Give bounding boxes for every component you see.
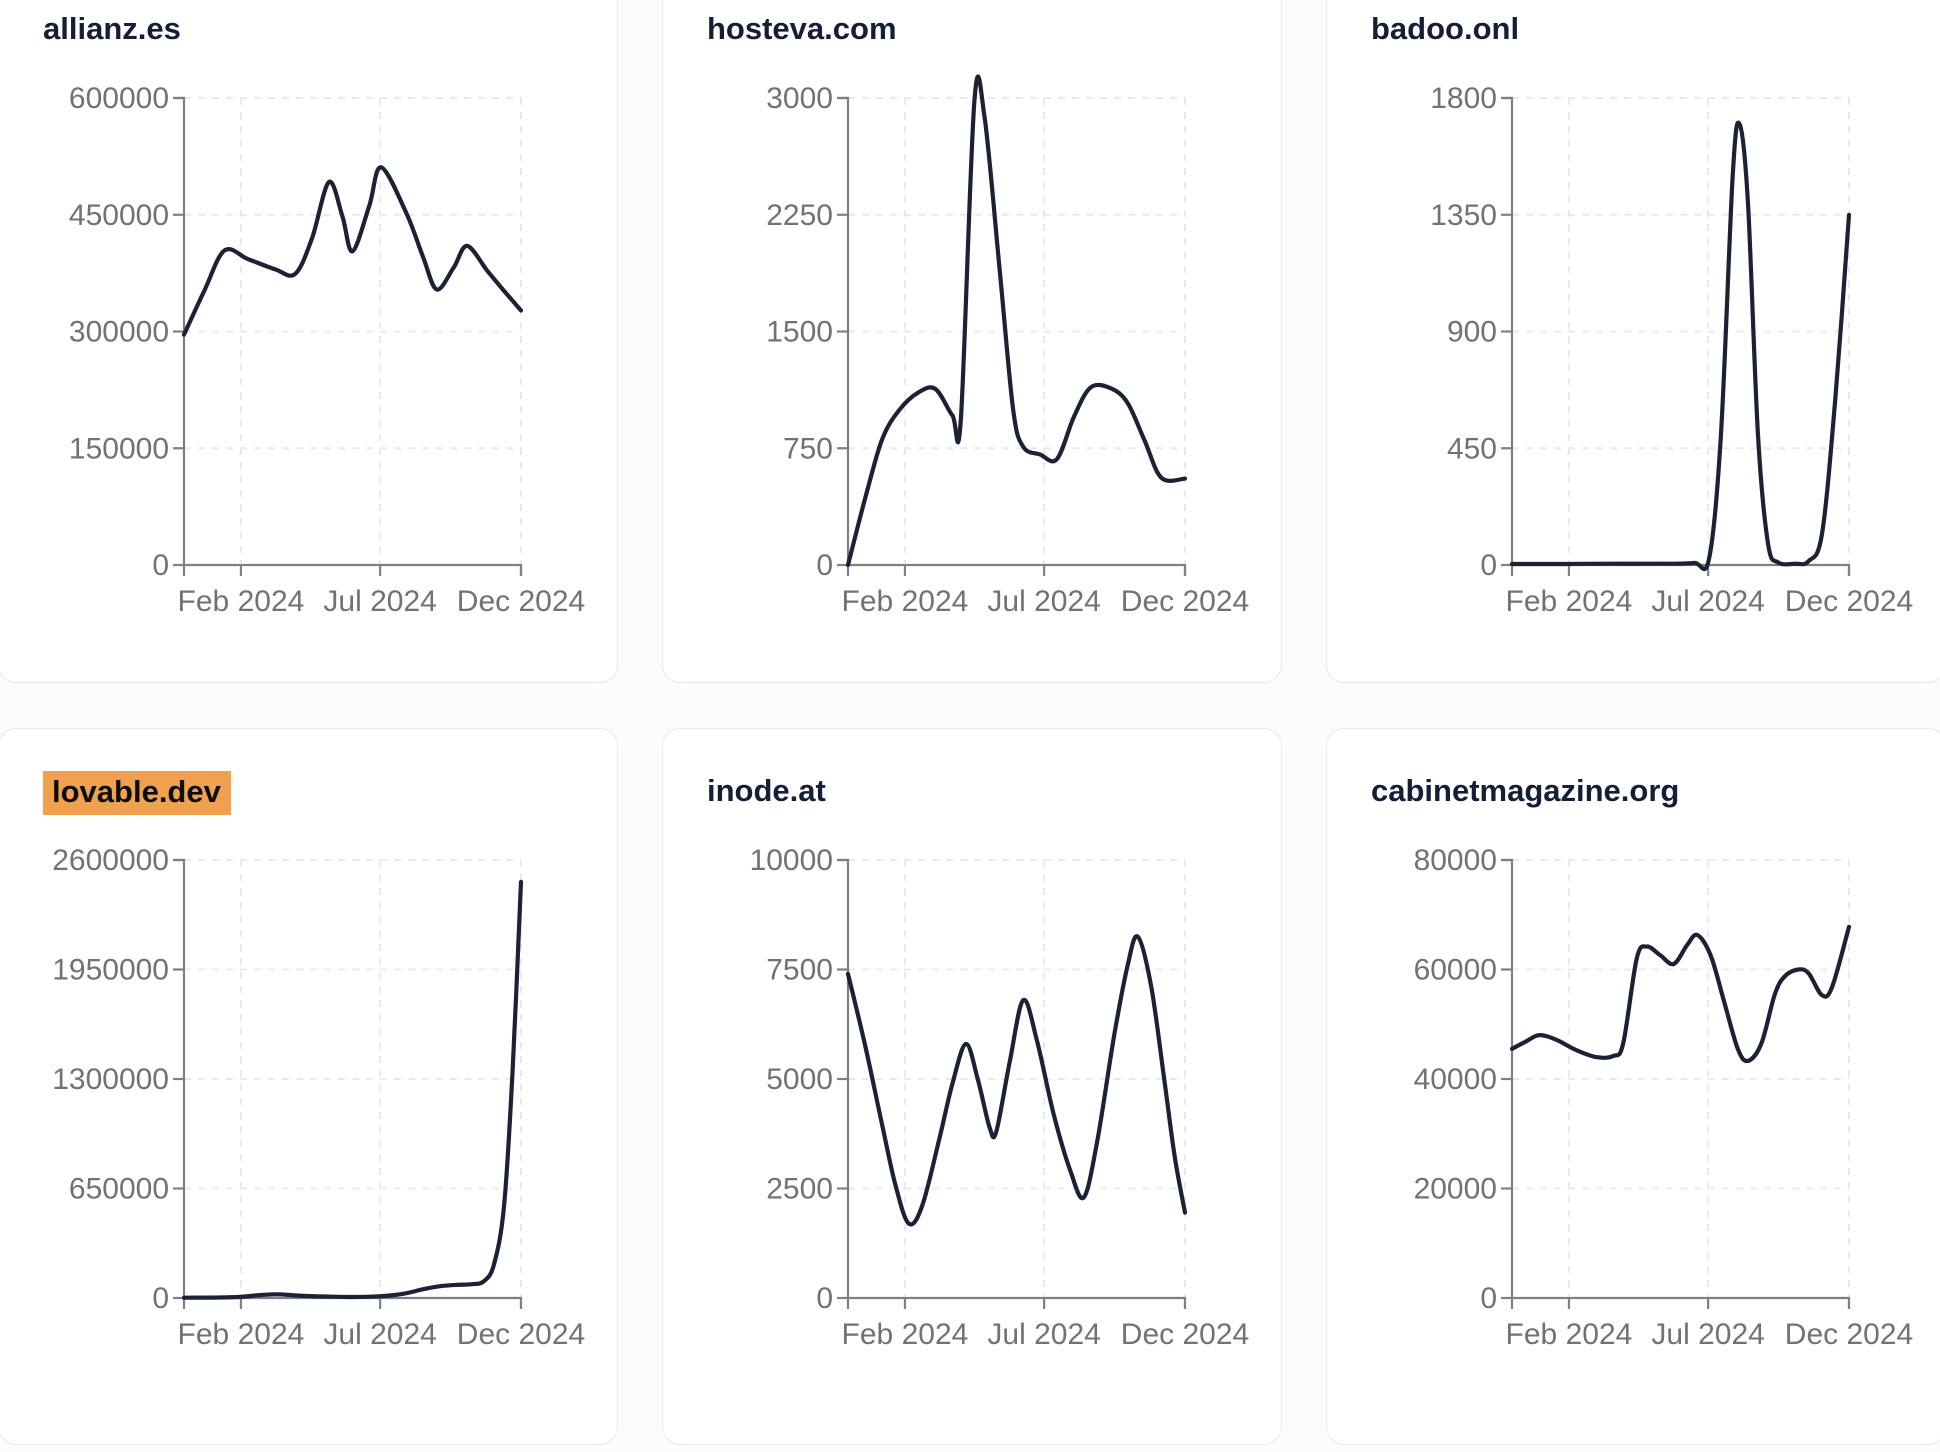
svg-text:20000: 20000 [1414,1173,1497,1206]
domain-label: allianz.es [43,11,181,46]
svg-text:Dec 2024: Dec 2024 [1785,585,1913,618]
domain-label-highlighted: lovable.dev [43,771,231,815]
svg-text:1500: 1500 [766,316,833,349]
svg-text:0: 0 [816,1282,833,1315]
svg-text:600000: 600000 [69,82,169,115]
svg-text:150000: 150000 [69,432,169,465]
svg-text:Jul 2024: Jul 2024 [987,585,1100,618]
svg-text:0: 0 [816,549,833,582]
svg-text:450000: 450000 [69,199,169,232]
svg-text:0: 0 [152,1282,169,1315]
svg-text:Jul 2024: Jul 2024 [987,1318,1100,1351]
svg-text:Feb 2024: Feb 2024 [1506,1318,1633,1351]
chart-title: allianz.es [43,9,181,49]
svg-text:Feb 2024: Feb 2024 [178,1318,305,1351]
svg-text:0: 0 [152,549,169,582]
svg-text:Feb 2024: Feb 2024 [178,585,305,618]
svg-text:900: 900 [1447,316,1497,349]
svg-text:5000: 5000 [766,1063,833,1096]
chart-card-lovable-dev[interactable]: lovable.dev 0 650000 1300000 1950000 2600000… [0,728,618,1445]
svg-text:450: 450 [1447,432,1497,465]
svg-text:Feb 2024: Feb 2024 [1506,585,1633,618]
svg-text:Jul 2024: Jul 2024 [323,585,436,618]
svg-text:Dec 2024: Dec 2024 [1121,585,1249,618]
domain-label: cabinetmagazine.org [1371,773,1680,808]
chart-card-cabinetmagazine-org[interactable]: cabinetmagazine.org 0 20000 40000 60000 8000… [1326,728,1940,1445]
svg-text:Jul 2024: Jul 2024 [1651,585,1764,618]
domain-label: badoo.onl [1371,11,1520,46]
line-chart-canvas: 0 150000 300000 450000 600000 Feb 2024 Jul 202… [69,82,585,618]
svg-text:Dec 2024: Dec 2024 [1785,1318,1913,1351]
line-chart-canvas: 0 650000 1300000 1950000 2600000 Feb 2024 Jul … [52,844,585,1351]
svg-text:Dec 2024: Dec 2024 [457,585,585,618]
svg-text:60000: 60000 [1414,954,1497,987]
svg-text:Feb 2024: Feb 2024 [842,585,969,618]
line-chart-canvas: 0 450 900 1350 1800 Feb 2024 Jul 2024 Dec 2024 [1430,82,1913,618]
svg-text:2600000: 2600000 [52,844,169,877]
svg-text:1350: 1350 [1430,199,1497,232]
svg-text:Feb 2024: Feb 2024 [842,1318,969,1351]
svg-text:Jul 2024: Jul 2024 [323,1318,436,1351]
chart-title: lovable.dev [43,771,231,815]
svg-text:1300000: 1300000 [52,1063,169,1096]
chart-card-badoo-onl[interactable]: badoo.onl 0 450 900 1350 1800 Feb 2024 Jul 202… [1326,0,1940,683]
svg-text:3000: 3000 [766,82,833,115]
svg-text:40000: 40000 [1414,1063,1497,1096]
line-chart-canvas: 0 20000 40000 60000 80000 Feb 2024 Jul 2024 Dec… [1414,844,1914,1351]
chart-card-inode-at[interactable]: inode.at 0 2500 5000 7500 10000 Feb 2024 Jul 2… [662,728,1282,1445]
chart-title: inode.at [707,771,826,811]
svg-text:1950000: 1950000 [52,954,169,987]
svg-text:1800: 1800 [1430,82,1497,115]
domain-label: hosteva.com [707,11,897,46]
svg-text:10000: 10000 [750,844,833,877]
svg-text:750: 750 [783,432,833,465]
svg-text:650000: 650000 [69,1173,169,1206]
svg-text:2250: 2250 [766,199,833,232]
line-chart-canvas: 0 750 1500 2250 3000 Feb 2024 Jul 2024 Dec 2024 [766,74,1249,618]
chart-title: badoo.onl [1371,9,1519,49]
chart-title: hosteva.com [707,9,897,49]
domain-label: inode.at [707,773,826,808]
chart-card-hosteva-com[interactable]: hosteva.com 0 750 1500 2250 3000 Feb 2024 Jul … [662,0,1282,683]
line-chart-canvas: 0 2500 5000 7500 10000 Feb 2024 Jul 2024 Dec 20… [750,844,1250,1351]
chart-card-allianz-es[interactable]: allianz.es 0 150000 300000 450000 600000 Feb … [0,0,618,683]
chart-title: cabinetmagazine.org [1371,771,1679,811]
svg-text:0: 0 [1480,1282,1497,1315]
svg-text:Jul 2024: Jul 2024 [1651,1318,1764,1351]
svg-text:7500: 7500 [766,954,833,987]
svg-text:Dec 2024: Dec 2024 [457,1318,585,1351]
svg-text:Dec 2024: Dec 2024 [1121,1318,1249,1351]
svg-text:80000: 80000 [1414,844,1497,877]
svg-text:2500: 2500 [766,1173,833,1206]
svg-text:0: 0 [1480,549,1497,582]
svg-text:300000: 300000 [69,316,169,349]
